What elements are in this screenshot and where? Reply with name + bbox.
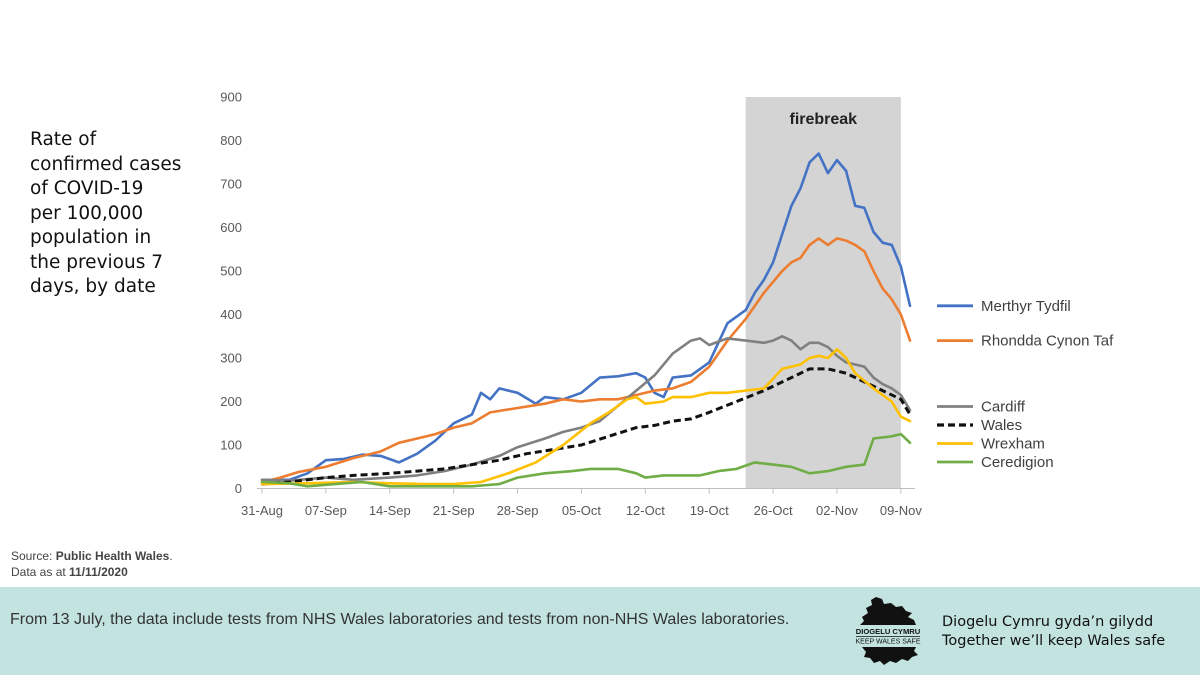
line-chart: firebreak 31-Aug 07-Sep 14-Sep 21-Sep 28-Sep… <box>220 90 1114 519</box>
footer-banner: From 13 July, the data include tests fro… <box>0 587 1200 675</box>
source-suffix: . <box>169 549 173 563</box>
firebreak-label: firebreak <box>789 111 857 128</box>
legend-label-cardiff: Cardiff <box>981 399 1026 416</box>
source-line: Source: Public Health Wales. <box>11 548 173 564</box>
y-tick-label: 300 <box>220 351 242 366</box>
y-axis-title: Rate of confirmed cases of COVID-19 per … <box>30 129 182 297</box>
x-tick-label: 07-Sep <box>305 503 347 518</box>
y-tick-label: 500 <box>220 264 242 279</box>
x-tick-label: 21-Sep <box>433 503 475 518</box>
x-tick-label: 12-Oct <box>626 503 665 518</box>
x-tick-label: 26-Oct <box>754 503 793 518</box>
y-tick-label: 400 <box>220 307 242 322</box>
legend-label-merthyr-tydfil: Merthyr Tydfil <box>981 298 1071 315</box>
series-line-merthyr-tydfil <box>260 152 912 482</box>
legend-label-ceredigion: Ceredigion <box>981 454 1054 471</box>
source-note: Source: Public Health Wales. Data as at … <box>11 548 173 580</box>
y-tick-label: 900 <box>220 90 242 105</box>
x-tick-label: 05-Oct <box>562 503 601 518</box>
x-tick-label: 09-Nov <box>880 503 922 518</box>
firebreak-region <box>745 97 901 489</box>
slogan-english: Together we’ll keep Wales safe <box>942 633 1166 649</box>
x-tick-label: 31-Aug <box>241 503 283 518</box>
x-tick-label: 19-Oct <box>690 503 729 518</box>
series-line-ceredigion <box>260 432 912 488</box>
series-line-wales <box>261 367 912 486</box>
source-prefix: Source: <box>11 549 56 563</box>
slogan-welsh: Diogelu Cymru gyda’n gilydd <box>942 614 1154 630</box>
legend-label-wrexham: Wrexham <box>981 436 1045 453</box>
keep-wales-safe-logo: DIOGELU CYMRU KEEP WALES SAFE <box>856 597 921 665</box>
x-tick-label: 14-Sep <box>369 503 411 518</box>
x-tick-label: 28-Sep <box>497 503 539 518</box>
y-tick-label: 100 <box>220 438 242 453</box>
data-date: 11/11/2020 <box>69 565 128 579</box>
footer-note: From 13 July, the data include tests fro… <box>10 611 790 628</box>
data-date-prefix: Data as at <box>11 565 70 579</box>
data-date-line: Data as at 11/11/2020 <box>11 564 173 580</box>
y-tick-label: 200 <box>220 394 242 409</box>
y-tick-label: 700 <box>220 177 242 192</box>
y-tick-label: 0 <box>235 481 242 496</box>
logo-line-1: DIOGELU CYMRU <box>856 627 921 636</box>
x-tick-label: 02-Nov <box>816 503 858 518</box>
wales-map-top-icon <box>860 597 916 625</box>
logo-line-2: KEEP WALES SAFE <box>856 639 921 646</box>
y-tick-label: 800 <box>220 133 242 148</box>
source-name: Public Health Wales <box>55 549 170 563</box>
y-tick-label: 600 <box>220 220 242 235</box>
wales-map-bottom-icon <box>862 647 918 665</box>
slogan: Diogelu Cymru gyda’n gilydd Together we’… <box>942 613 1165 651</box>
series-line-wrexham <box>260 347 912 486</box>
legend-label-wales: Wales <box>981 417 1022 434</box>
series-line-rhondda-cynon-taf <box>260 237 912 484</box>
legend-label-rhondda-cynon-taf: Rhondda Cynon Taf <box>981 333 1114 350</box>
